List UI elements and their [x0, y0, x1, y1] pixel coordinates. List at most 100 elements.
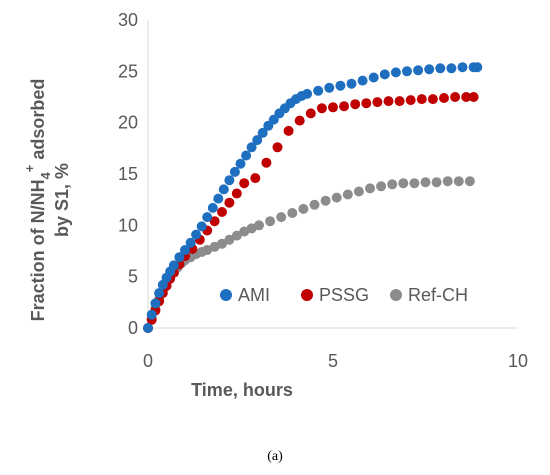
data-point — [174, 252, 185, 263]
data-point — [453, 176, 464, 187]
data-point — [372, 97, 383, 108]
data-point — [294, 115, 305, 126]
x-tick-label: 0 — [143, 351, 153, 371]
data-point — [283, 125, 294, 136]
data-point — [431, 177, 442, 188]
data-point — [339, 101, 350, 112]
legend-label: AMI — [238, 285, 270, 305]
data-point — [316, 103, 327, 114]
data-point — [457, 62, 468, 73]
data-point — [331, 192, 342, 203]
data-point — [365, 183, 375, 194]
data-point — [353, 186, 364, 197]
data-point — [146, 309, 157, 320]
data-point — [394, 96, 405, 107]
data-point — [464, 176, 475, 187]
data-point — [446, 63, 457, 74]
axes — [147, 20, 518, 329]
data-point — [287, 208, 298, 218]
legend: AMI PSSG Ref-CH — [220, 285, 468, 305]
data-point — [379, 69, 390, 80]
data-point — [257, 127, 268, 138]
data-point — [305, 108, 316, 119]
y-axis-title-line2: by S1, % — [52, 163, 72, 237]
series-ref-ch — [143, 176, 475, 333]
data-point — [427, 94, 438, 105]
x-axis-title: Time, hours — [191, 380, 293, 400]
y-tick-label: 30 — [118, 10, 138, 30]
data-point — [224, 234, 235, 245]
y-axis-title: Fraction of N/NH4+ adsorbed by S1, % — [22, 79, 72, 322]
data-point — [416, 94, 427, 105]
data-point — [405, 95, 416, 106]
data-point — [413, 65, 424, 76]
data-point — [218, 184, 229, 195]
series-pssg — [143, 92, 479, 333]
data-point — [261, 157, 272, 168]
x-tick-label: 10 — [508, 351, 528, 371]
legend-label: PSSG — [319, 285, 369, 305]
data-point — [420, 177, 431, 188]
x-tick-labels: 0 5 10 — [143, 351, 528, 371]
data-point — [357, 75, 368, 86]
legend-label: Ref-CH — [408, 285, 468, 305]
data-point — [143, 323, 153, 333]
data-point — [424, 64, 435, 75]
y-axis-title-superscript: + — [22, 164, 37, 172]
data-point — [383, 96, 394, 107]
data-point — [209, 216, 220, 227]
data-point — [154, 288, 165, 299]
data-point — [350, 99, 361, 110]
data-point — [241, 150, 252, 161]
data-point — [439, 93, 449, 103]
y-tick-label: 5 — [128, 267, 138, 287]
data-point — [450, 92, 461, 102]
data-point — [468, 92, 479, 102]
data-point — [168, 260, 179, 271]
data-point — [150, 298, 161, 309]
data-point — [217, 207, 227, 217]
data-point — [196, 221, 207, 232]
y-axis-title-line1: Fraction of N/NH4+ adsorbed — [22, 79, 53, 322]
legend-item: Ref-CH — [390, 285, 468, 305]
data-point — [229, 166, 240, 177]
data-point — [276, 212, 287, 223]
legend-marker — [220, 289, 232, 301]
data-point — [342, 189, 353, 200]
data-point — [461, 92, 472, 102]
y-tick-label: 20 — [118, 113, 138, 133]
data-point — [250, 173, 261, 184]
data-point — [224, 197, 235, 208]
data-point — [207, 202, 218, 213]
y-axis-title-suffix: adsorbed — [28, 79, 48, 165]
y-tick-label: 15 — [118, 164, 138, 184]
legend-marker — [301, 289, 313, 301]
data-point — [235, 158, 246, 169]
data-points — [143, 62, 483, 333]
y-axis-title-subscript: 4 — [38, 171, 53, 179]
figure-caption: (a) — [267, 449, 283, 464]
data-point — [309, 199, 320, 210]
data-point — [191, 229, 202, 240]
legend-item: AMI — [220, 285, 270, 305]
data-point — [324, 82, 335, 93]
data-point — [442, 176, 453, 187]
data-point — [265, 216, 276, 227]
x-tick-label: 5 — [328, 351, 338, 371]
data-point — [313, 85, 324, 96]
data-point — [335, 80, 346, 91]
y-tick-label: 25 — [118, 61, 138, 81]
data-point — [217, 238, 227, 249]
data-point — [402, 66, 412, 77]
data-point — [213, 193, 224, 204]
y-tick-labels: 0 5 10 15 20 25 30 — [118, 10, 138, 338]
y-axis-title-prefix: Fraction of N/NH — [28, 179, 48, 321]
data-point — [252, 135, 263, 146]
data-point — [435, 63, 446, 74]
legend-item: PSSG — [301, 285, 369, 305]
data-point — [180, 245, 190, 255]
data-point — [361, 98, 372, 109]
data-point — [298, 203, 309, 214]
data-point — [231, 188, 242, 199]
data-point — [376, 181, 387, 192]
